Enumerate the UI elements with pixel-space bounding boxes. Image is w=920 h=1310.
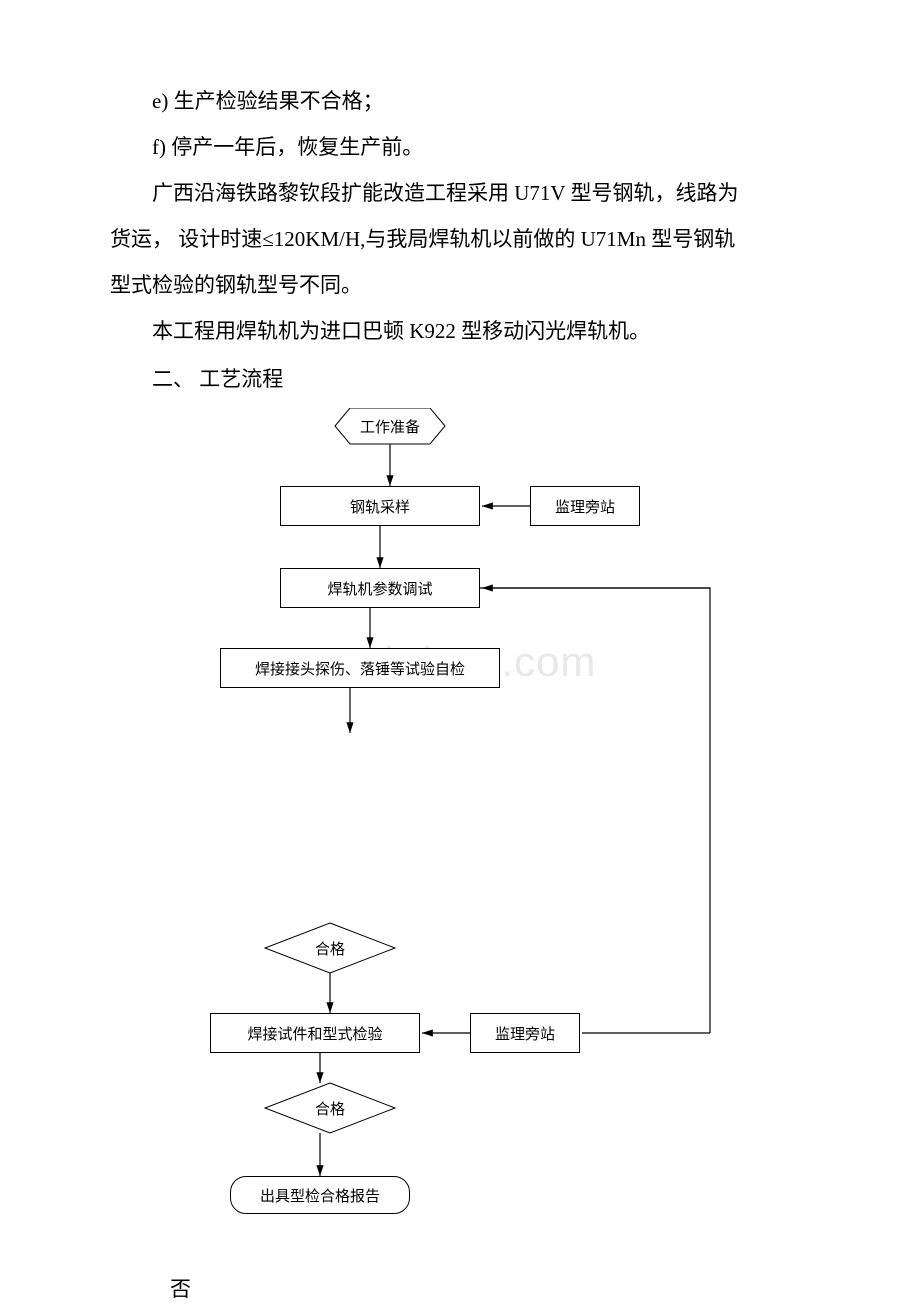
flow-node-selftest: 焊接接头探伤、落锤等试验自检 bbox=[220, 648, 500, 688]
section-2-title: 二、 工艺流程 bbox=[110, 358, 810, 400]
flow-decision-2-label: 合格 bbox=[315, 1098, 345, 1119]
flow-node-typetest: 焊接试件和型式检验 bbox=[210, 1013, 420, 1053]
flow-node-report: 出具型检合格报告 bbox=[230, 1176, 410, 1214]
flow-node-supervise-2-label: 监理旁站 bbox=[495, 1023, 555, 1044]
flow-node-selftest-label: 焊接接头探伤、落锤等试验自检 bbox=[255, 658, 465, 679]
flow-node-report-label: 出具型检合格报告 bbox=[260, 1185, 380, 1206]
flowchart-svg bbox=[150, 408, 850, 1258]
paragraph-1-line-1: 广西沿海铁路黎钦段扩能改造工程采用 U71V 型号钢轨，线路为 bbox=[110, 172, 810, 214]
floating-fou: 否 bbox=[170, 1268, 810, 1310]
list-item-f: f) 停产一年后，恢复生产前。 bbox=[110, 126, 810, 168]
flow-node-supervise-1-label: 监理旁站 bbox=[555, 496, 615, 517]
flow-decision-1: 合格 bbox=[265, 923, 395, 973]
flow-node-prepare: 工作准备 bbox=[320, 408, 460, 444]
flow-node-sample: 钢轨采样 bbox=[280, 486, 480, 526]
flow-node-tune: 焊轨机参数调试 bbox=[280, 568, 480, 608]
paragraph-2: 本工程用焊轨机为进口巴顿 K922 型移动闪光焊轨机。 bbox=[110, 310, 810, 352]
flow-node-prepare-label: 工作准备 bbox=[360, 416, 420, 437]
flow-node-supervise-2: 监理旁站 bbox=[470, 1013, 580, 1053]
flow-node-tune-label: 焊轨机参数调试 bbox=[327, 578, 432, 599]
paragraph-1-line-2: 货运， 设计时速≤120KM/H,与我局焊轨机以前做的 U71Mn 型号钢轨 bbox=[110, 218, 810, 260]
flow-node-supervise-1: 监理旁站 bbox=[530, 486, 640, 526]
flow-node-typetest-label: 焊接试件和型式检验 bbox=[247, 1023, 382, 1044]
flow-decision-2: 合格 bbox=[265, 1083, 395, 1133]
paragraph-1-line-3: 型式检验的钢轨型号不同。 bbox=[110, 264, 810, 306]
flow-node-sample-label: 钢轨采样 bbox=[350, 496, 410, 517]
list-item-e: e) 生产检验结果不合格； bbox=[110, 80, 810, 122]
flowchart: www.bdocx.com bbox=[150, 408, 850, 1258]
flow-decision-1-label: 合格 bbox=[315, 938, 345, 959]
